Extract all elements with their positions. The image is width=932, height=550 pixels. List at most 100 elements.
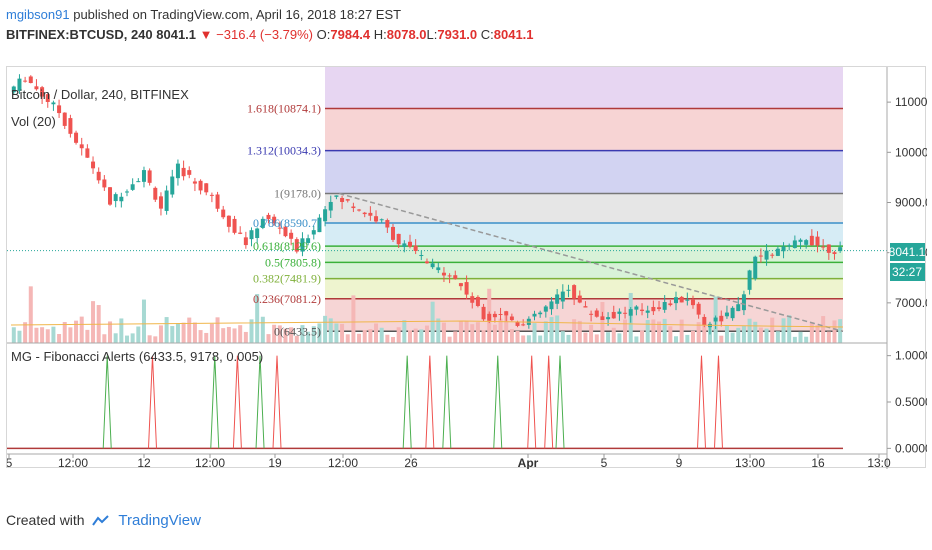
volume-bar — [838, 319, 843, 343]
volume-bar — [17, 330, 22, 343]
volume-bar — [57, 334, 62, 343]
time-tick-label: 16 — [811, 456, 825, 469]
volume-bar — [594, 334, 599, 343]
candle-body — [141, 170, 146, 182]
candle-body — [294, 239, 299, 252]
candle-body — [402, 243, 407, 248]
down-arrow-icon: ▼ — [199, 27, 213, 42]
fib-level-label: 1.618(10874.1) — [247, 101, 321, 115]
volume-bar — [334, 323, 339, 343]
candle-body — [260, 218, 265, 228]
volume-bar — [379, 327, 384, 343]
volume-ma-line — [10, 320, 844, 328]
last-price: 8041.1 — [156, 27, 197, 42]
volume-bar — [758, 327, 763, 343]
candle-body — [753, 256, 758, 279]
volume-bar — [724, 325, 729, 343]
candle-body — [543, 306, 548, 312]
volume-bar — [79, 316, 84, 343]
signal-spike — [147, 355, 157, 449]
volume-bar — [651, 319, 656, 343]
volume-bar — [781, 318, 786, 343]
countdown-badge-bg — [890, 263, 925, 281]
candle-body — [51, 102, 56, 105]
open-label: O: — [316, 27, 331, 42]
volume-bar — [826, 331, 831, 343]
volume-bar — [204, 332, 209, 343]
volume-bar — [153, 336, 158, 343]
candle-body — [747, 270, 752, 290]
fib-level-label: 1.312(10034.3) — [247, 144, 321, 158]
candle-body — [555, 294, 560, 304]
volume-bar — [221, 328, 226, 343]
candle-body — [102, 179, 107, 188]
candle-body — [79, 144, 84, 149]
candle-body — [379, 219, 384, 221]
volume-bar — [685, 334, 690, 343]
candle-body — [475, 296, 480, 306]
volume-bar — [68, 327, 73, 343]
candle-body — [617, 311, 622, 314]
candle-body — [826, 244, 831, 253]
volume-bar — [521, 335, 526, 343]
volume-bar — [192, 322, 197, 343]
volume-bar — [719, 335, 724, 343]
symbol-label: BITFINEX:BTCUSD, 240 — [6, 27, 153, 42]
candle-body — [730, 307, 735, 319]
fib-band — [325, 278, 843, 299]
candle-body — [583, 306, 588, 308]
candle-body — [147, 170, 152, 183]
candle-body — [419, 255, 424, 257]
volume-bar — [481, 330, 486, 343]
signal-spike — [232, 355, 242, 449]
candle-body — [758, 255, 763, 257]
candle-body — [153, 187, 158, 200]
volume-bar — [419, 329, 424, 343]
candle-body — [662, 302, 667, 310]
candle-body — [447, 275, 452, 277]
candle-body — [221, 209, 226, 218]
candle-body — [804, 240, 809, 245]
footer: Created with TradingView — [6, 512, 201, 529]
volume-bar — [572, 319, 577, 343]
candle-body — [815, 236, 820, 246]
candle-body — [317, 217, 322, 233]
author-link[interactable]: mgibson91 — [6, 7, 70, 22]
candle-body — [243, 237, 248, 246]
candle-body — [198, 180, 203, 191]
volume-bar — [662, 318, 667, 343]
volume-bar — [317, 323, 322, 343]
volume-bar — [266, 334, 271, 343]
candle-body — [289, 232, 294, 239]
candle-body — [300, 238, 305, 252]
volume-bar — [340, 323, 345, 343]
candle-body — [504, 311, 509, 316]
volume-bar — [385, 334, 390, 343]
chart-frame[interactable]: 1.618(10874.1) 1.312(10034.3) 1(9178.0) 0.7… — [6, 66, 927, 469]
close-value: 8041.1 — [493, 27, 534, 42]
tradingview-brand[interactable]: TradingView — [118, 512, 201, 529]
candle-body — [192, 181, 197, 184]
candle-body — [374, 216, 379, 222]
volume-bar — [91, 301, 96, 343]
candle-body — [11, 86, 16, 93]
volume-bar — [458, 321, 463, 343]
candle-body — [458, 283, 463, 287]
volume-bar — [215, 317, 220, 343]
candle-body — [407, 241, 412, 247]
candle-body — [481, 306, 486, 320]
candle-body — [453, 275, 458, 279]
volume-bar — [560, 331, 565, 343]
volume-bar — [657, 321, 662, 343]
chart-svg[interactable]: 1.618(10874.1) 1.312(10034.3) 1(9178.0) 0.7… — [7, 67, 927, 469]
candle-body — [594, 310, 599, 317]
candle-body — [311, 230, 316, 235]
fib-level-label: 1(9178.0) — [274, 187, 321, 201]
candle-body — [498, 314, 503, 316]
low-value: 7931.0 — [437, 27, 478, 42]
volume-bar — [249, 319, 254, 343]
volume-bar — [226, 326, 231, 343]
candle-body — [623, 312, 628, 314]
volume-bar — [130, 333, 135, 343]
fib-level-label: 0(6433.5) — [274, 324, 321, 338]
